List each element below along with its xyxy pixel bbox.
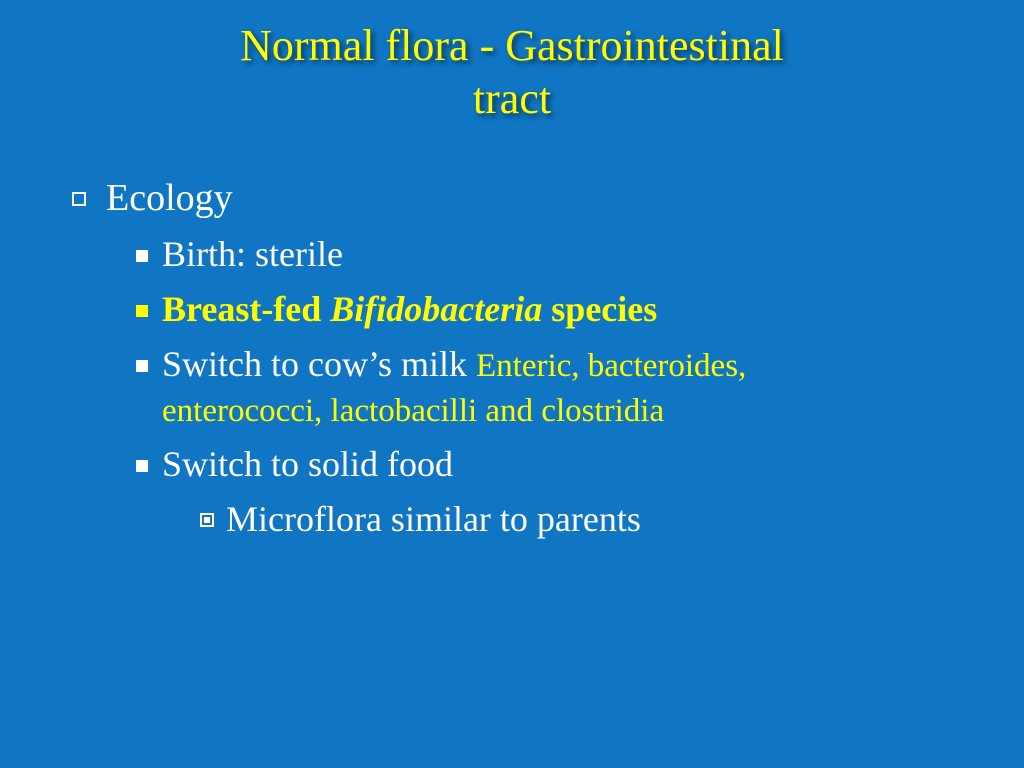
title-line-1: Normal flora - Gastrointestinal bbox=[240, 21, 784, 70]
square-outline-icon bbox=[72, 192, 86, 206]
square-icon bbox=[136, 460, 148, 472]
slide-title: Normal flora - Gastrointestinal tract bbox=[60, 20, 964, 126]
breastfed-italic: Bifidobacteria bbox=[330, 289, 542, 329]
lvl2-text: Breast-fed Bifidobacteria species bbox=[162, 287, 902, 332]
breastfed-label: Breast-fed bbox=[162, 289, 330, 329]
list-item: Ecology bbox=[72, 176, 964, 220]
list-item: Microflora similar to parents bbox=[200, 497, 964, 542]
list-item: Birth: sterile bbox=[136, 232, 964, 277]
lvl1-text: Ecology bbox=[106, 176, 964, 220]
square-nested-icon bbox=[200, 513, 214, 527]
cowsmilk-white: Switch to cow’s milk bbox=[162, 344, 476, 384]
title-line-2: tract bbox=[473, 74, 551, 123]
slide: Normal flora - Gastrointestinal tract Ec… bbox=[0, 0, 1024, 768]
lvl2-text: Switch to solid food bbox=[162, 442, 902, 487]
list-item: Breast-fed Bifidobacteria species bbox=[136, 287, 964, 332]
slide-body: Ecology Birth: sterile Breast-fed Bifido… bbox=[60, 176, 964, 543]
breastfed-tail: species bbox=[542, 289, 657, 329]
list-item: Switch to solid food bbox=[136, 442, 964, 487]
square-icon bbox=[136, 250, 148, 262]
lvl3-text: Microflora similar to parents bbox=[226, 497, 964, 542]
square-icon bbox=[136, 360, 148, 372]
lvl2-text: Birth: sterile bbox=[162, 232, 902, 277]
lvl2-text: Switch to cow’s milk Enteric, bacteroide… bbox=[162, 342, 902, 433]
list-item: Switch to cow’s milk Enteric, bacteroide… bbox=[136, 342, 964, 433]
square-icon bbox=[136, 305, 148, 317]
